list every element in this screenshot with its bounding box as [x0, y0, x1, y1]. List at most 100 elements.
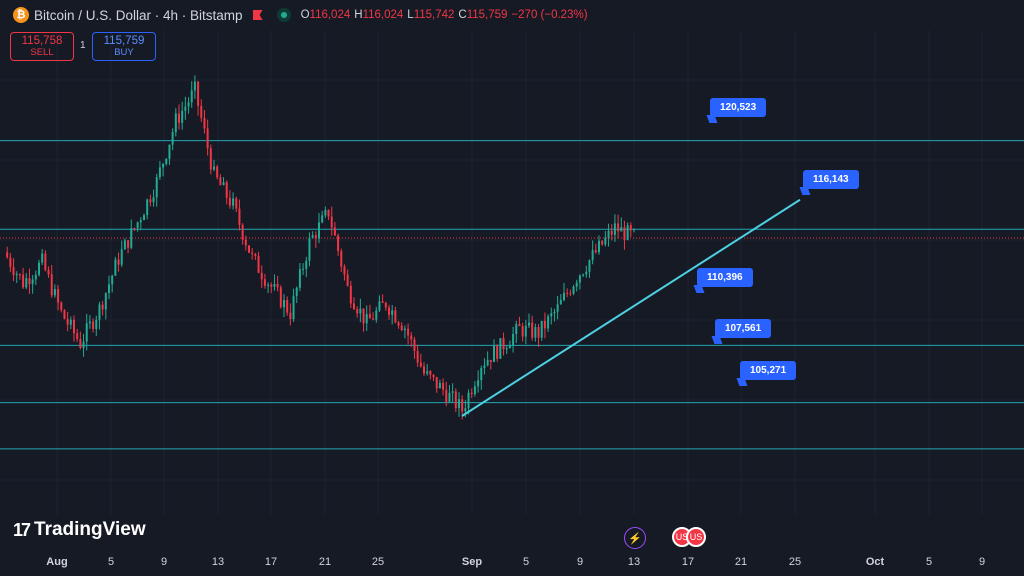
candle-body — [432, 374, 435, 377]
candle-body — [289, 312, 292, 320]
candle-body — [283, 300, 285, 308]
tradingview-logo-icon: 17 — [13, 519, 31, 540]
candle-body — [454, 391, 457, 409]
candle-body — [458, 399, 460, 409]
candle-body — [111, 275, 114, 285]
candle-body — [623, 227, 626, 240]
candle-body — [244, 239, 247, 246]
level-tag-105271[interactable]: 105,271 — [740, 361, 797, 380]
candle-body — [368, 314, 371, 319]
candle-body — [18, 274, 21, 276]
candle-body — [79, 339, 82, 349]
candle-body — [181, 110, 184, 123]
candle-body — [44, 253, 47, 270]
candle-body — [547, 316, 550, 329]
candle-body — [28, 278, 31, 285]
candle-body — [47, 269, 50, 275]
time-axis-label: 13 — [627, 556, 641, 568]
level-tag-107561[interactable]: 107,561 — [715, 319, 772, 338]
candle-body — [486, 359, 489, 366]
candle-body — [165, 158, 168, 164]
candle-body — [333, 227, 336, 236]
lightning-event-icon[interactable]: ⚡ — [624, 527, 646, 549]
candle-body — [502, 338, 505, 350]
time-axis-label: 25 — [788, 556, 802, 568]
candle-body — [620, 227, 623, 232]
candle-body — [356, 309, 359, 314]
candle-body — [613, 223, 616, 235]
candle-body — [222, 182, 225, 186]
flag-icon[interactable] — [252, 10, 263, 20]
candle-body — [25, 278, 28, 288]
candle-body — [50, 274, 53, 296]
candle-body — [629, 225, 632, 231]
candle-body — [209, 148, 212, 170]
candle-body — [171, 132, 174, 145]
candle-body — [15, 274, 18, 276]
candle-body — [617, 223, 620, 232]
candle-body — [493, 345, 495, 363]
candle-body — [127, 240, 130, 248]
candle-body — [232, 198, 235, 206]
candle-body — [534, 327, 537, 338]
candle-body — [95, 319, 98, 329]
candle-body — [559, 300, 562, 305]
candle-body — [391, 310, 394, 315]
candle-body — [6, 252, 9, 258]
candle-body — [340, 250, 343, 267]
candle-body — [346, 274, 349, 286]
buy-button[interactable]: 115,759 BUY — [92, 32, 156, 61]
candle-body — [324, 209, 327, 216]
ohlc-values: O116,024 H116,024 L115,742 C115,759 −270… — [300, 9, 588, 21]
candle-body — [104, 293, 107, 310]
candle-body — [139, 220, 142, 223]
candle-body — [477, 380, 480, 387]
candle-body — [88, 321, 91, 324]
sell-button[interactable]: 115,758 SELL — [10, 32, 74, 61]
candle-body — [66, 318, 69, 325]
candle-body — [413, 339, 416, 351]
candle-body — [524, 325, 527, 337]
candle-body — [384, 302, 387, 308]
trend-line — [461, 198, 801, 417]
candle-body — [607, 230, 610, 238]
candle-body — [410, 335, 413, 340]
level-tag-110396[interactable]: 110,396 — [697, 268, 753, 287]
candle-body — [225, 182, 228, 198]
grid — [0, 30, 1024, 515]
candle-body — [499, 338, 502, 359]
candle-body — [591, 250, 594, 261]
us-flag-event-icon-2[interactable]: US — [686, 527, 706, 547]
candle-body — [117, 259, 120, 265]
candle-body — [260, 272, 263, 280]
time-axis-label: 9 — [576, 556, 584, 568]
candle-body — [254, 253, 257, 256]
symbol-title[interactable]: Bitcoin / U.S. Dollar · 4h · Bitstamp — [34, 7, 243, 23]
candle-body — [543, 320, 546, 329]
candle-body — [190, 90, 193, 103]
candle-body — [518, 323, 521, 327]
candle-body — [98, 304, 101, 320]
time-axis-label: Aug — [46, 556, 68, 568]
candle-body — [423, 366, 425, 374]
candle-body — [76, 333, 79, 340]
level-tag-120523[interactable]: 120,523 — [710, 98, 767, 117]
candle-body — [483, 365, 486, 369]
candle-body — [327, 209, 330, 217]
candle-body — [464, 408, 467, 412]
tradingview-logo[interactable]: 17 TradingView — [13, 519, 146, 541]
candle-body — [429, 371, 432, 375]
candle-body — [130, 228, 133, 248]
candle-body — [200, 105, 203, 118]
trend-line-group — [461, 198, 801, 417]
candle-body — [302, 268, 305, 270]
candle-body — [257, 255, 260, 273]
candle-body — [337, 235, 340, 251]
candle-body — [60, 302, 63, 311]
candle-body — [569, 293, 572, 295]
candle-body — [563, 292, 565, 301]
candle-body — [305, 260, 308, 269]
symbol-header: ₿ Bitcoin / U.S. Dollar · 4h · Bitstamp … — [0, 0, 1024, 30]
level-tag-116143[interactable]: 116,143 — [803, 170, 859, 189]
